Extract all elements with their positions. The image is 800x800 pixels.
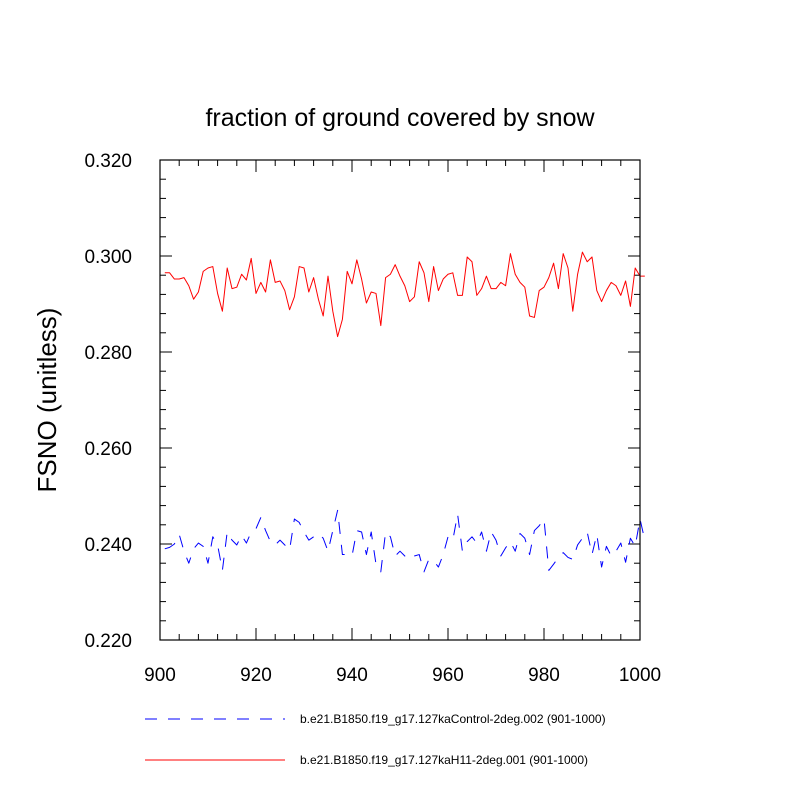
- x-tick-label: 920: [240, 665, 272, 686]
- x-tick-label: 940: [336, 665, 368, 686]
- y-tick-label: 0.280: [84, 343, 132, 364]
- series-line-control: [164, 509, 646, 573]
- legend: b.e21.B1850.f19_g17.127kaControl-2deg.00…: [145, 712, 606, 767]
- x-tick-label: 980: [528, 665, 560, 686]
- legend-label-control: b.e21.B1850.f19_g17.127kaControl-2deg.00…: [300, 712, 606, 726]
- x-tick-label: 900: [144, 665, 176, 686]
- y-tick-label: 0.300: [84, 247, 132, 268]
- y-tick-label: 0.220: [84, 631, 132, 652]
- chart-title: fraction of ground covered by snow: [205, 104, 595, 132]
- legend-label-h11: b.e21.B1850.f19_g17.127kaH11-2deg.001 (9…: [300, 753, 588, 767]
- y-tick-label: 0.260: [84, 439, 132, 460]
- y-axis-ticks: 0.220 0.240 0.260 0.280 0.300 0.320: [84, 151, 640, 652]
- series-line-h11: [164, 251, 645, 338]
- x-axis-ticks: 900 920 940 960 980 1000: [144, 160, 661, 686]
- plot-frame: [159, 159, 641, 641]
- x-tick-label: 960: [432, 665, 464, 686]
- y-axis-label: FSNO (unitless): [32, 308, 62, 493]
- y-tick-label: 0.320: [84, 151, 132, 172]
- plot-area: [164, 251, 646, 573]
- x-tick-label: 1000: [619, 665, 661, 686]
- y-tick-label: 0.240: [84, 535, 132, 556]
